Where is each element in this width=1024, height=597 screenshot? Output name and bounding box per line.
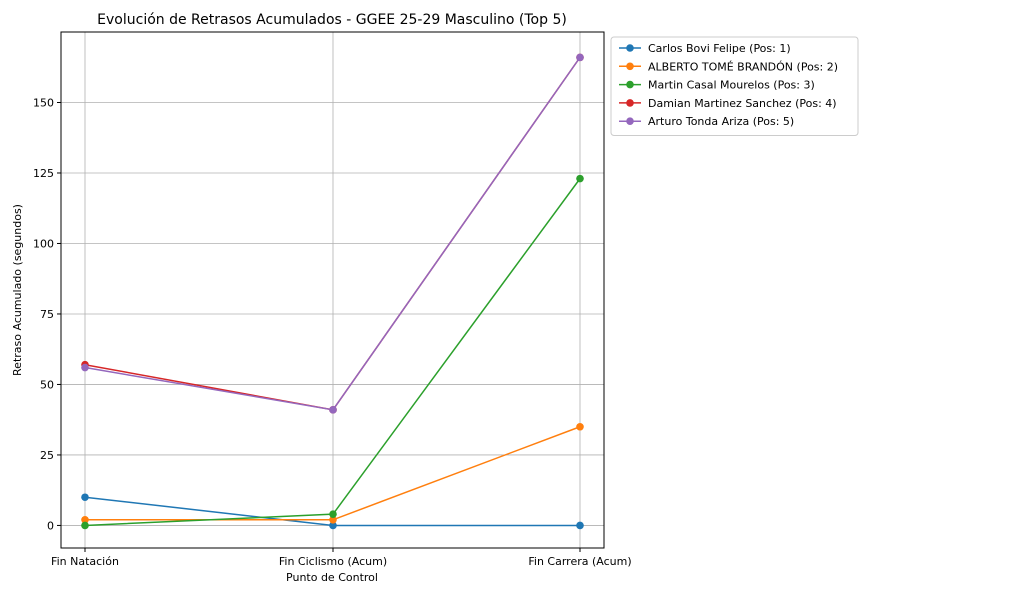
data-point [576,521,584,530]
legend-item: Martin Casal Mourelos (Pos: 3) [619,79,815,92]
x-tick-label: Fin Natación [51,555,119,568]
y-tick-label: 75 [40,308,54,321]
data-point [81,521,89,530]
series-line [84,178,581,527]
legend-item: Arturo Tonda Ariza (Pos: 5) [619,115,794,128]
y-tick-label: 125 [33,167,54,180]
data-point [329,510,337,518]
y-tick-label: 150 [33,96,54,109]
series-line [84,56,581,411]
data-point [81,363,89,372]
y-tick-label: 100 [33,237,54,250]
series-1 [81,493,584,530]
legend-label: Carlos Bovi Felipe (Pos: 1) [648,42,791,55]
legend-marker [626,62,634,71]
x-axis-label: Punto de Control [286,571,378,584]
y-tick-label: 25 [40,449,54,462]
series-line [84,56,581,411]
data-point [576,422,584,431]
axis-ticks: 0 25 50 75 100 125 150 Fin Natación Fin Ciclismo… [33,96,632,568]
data-point [576,174,584,183]
legend-marker [626,99,634,107]
legend-box [610,36,859,136]
series-5 [81,53,584,414]
y-tick-label: 0 [47,519,54,532]
data-point [81,516,89,524]
chart-title: Evolución de Retrasos Acumulados - GGEE … [97,12,567,28]
legend-marker [626,80,634,89]
legend: Carlos Bovi Felipe (Pos: 1) ALBERTO TOMÉ … [610,36,859,136]
data-point [329,521,337,530]
legend-label: Arturo Tonda Ariza (Pos: 5) [648,115,794,128]
data-point [329,516,337,524]
legend-marker [626,44,634,52]
legend-marker [626,117,634,125]
series-2 [81,422,584,524]
data-point [81,493,89,502]
x-tick-label: Fin Ciclismo (Acum) [279,555,387,568]
x-tick-label: Fin Carrera (Acum) [528,555,631,568]
legend-item: Damian Martinez Sanchez (Pos: 4) [619,97,837,110]
y-tick-label: 50 [40,378,54,391]
legend-item: Carlos Bovi Felipe (Pos: 1) [619,42,791,55]
y-axis-label: Retraso Acumulado (segundos) [11,204,24,376]
series-4 [81,53,584,414]
plot-frame [60,31,605,549]
legend-label: ALBERTO TOMÉ BRANDÓN (Pos: 2) [648,60,838,73]
series-3 [81,174,584,530]
series-layer [81,53,584,530]
legend-item: ALBERTO TOMÉ BRANDÓN (Pos: 2) [619,60,838,73]
data-point [329,406,337,414]
grid [61,32,604,548]
legend-label: Damian Martinez Sanchez (Pos: 4) [648,97,837,110]
legend-label: Martin Casal Mourelos (Pos: 3) [648,79,815,92]
data-point [576,53,584,62]
